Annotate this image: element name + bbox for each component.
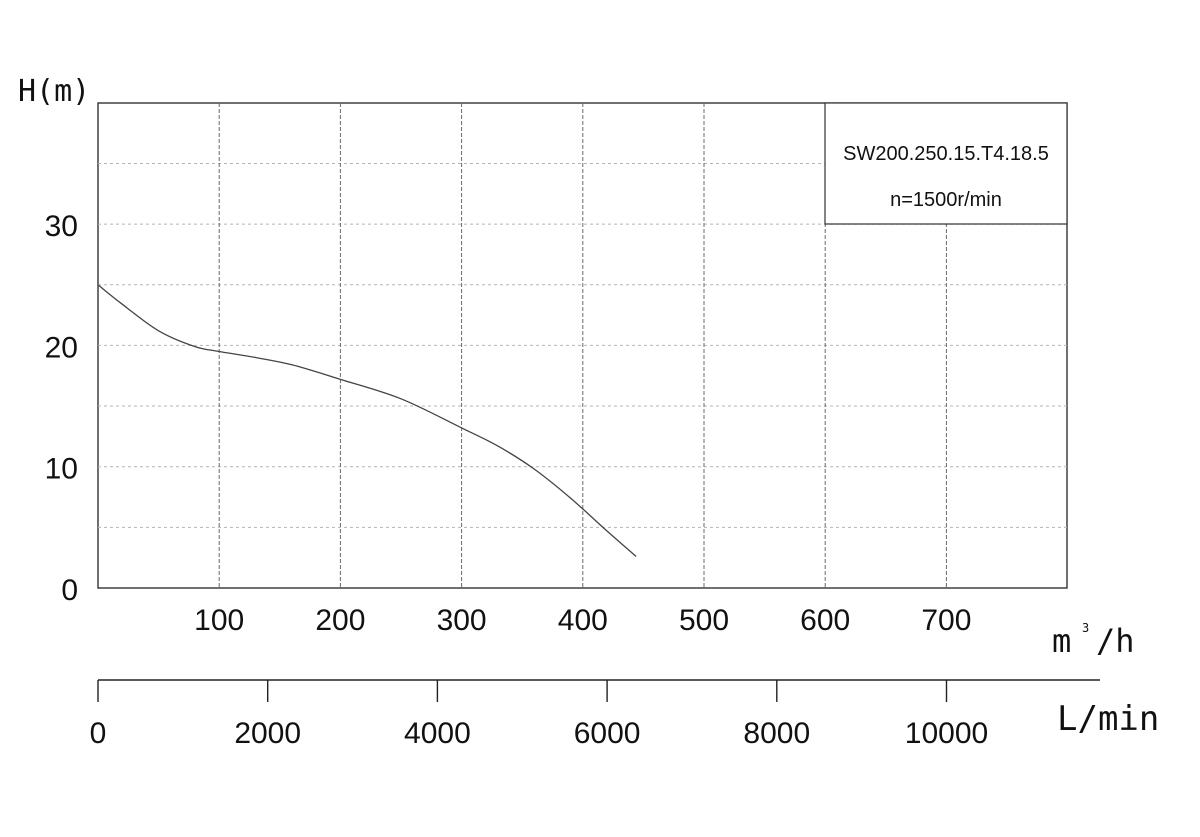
x-axis-unit-tail: /h (1096, 622, 1135, 660)
y-axis-label: H(m) (18, 74, 90, 109)
secondary-axis-label: L/min (1057, 699, 1159, 739)
x-tick-label: 400 (558, 604, 608, 637)
legend-speed: n=1500r/min (890, 189, 1002, 211)
x-tick-label: 500 (679, 604, 729, 637)
secondary-tick-label: 0 (90, 717, 107, 750)
secondary-tick-label: 4000 (404, 717, 471, 750)
curve-layer (97, 284, 637, 557)
secondary-tick-label: 10000 (905, 717, 988, 750)
y-tick-label: 10 (45, 453, 78, 486)
secondary-tick-label: 6000 (574, 717, 641, 750)
y-tick-label: 20 (45, 331, 78, 364)
y-tick-label: 30 (45, 210, 78, 243)
x-axis-unit-superscript: 3 (1082, 621, 1089, 635)
legend-box: SW200.250.15.T4.18.5 n=1500r/min (824, 102, 1068, 225)
x-tick-label: 200 (315, 604, 365, 637)
axes-layer: 0 10 20 30 100 200 300 400 500 600 700 0 2000 4000 600… (45, 210, 1100, 750)
x-axis-unit-main: m (1052, 622, 1071, 660)
legend-model: SW200.250.15.T4.18.5 (843, 143, 1049, 165)
secondary-tick-label: 2000 (234, 717, 301, 750)
y-tick-label: 0 (61, 574, 78, 607)
x-tick-label: 700 (921, 604, 971, 637)
x-tick-label: 300 (437, 604, 487, 637)
head-flow-curve (97, 284, 637, 557)
x-tick-label: 100 (194, 604, 244, 637)
secondary-tick-label: 8000 (743, 717, 810, 750)
legend-box-frame (824, 102, 1068, 225)
x-axis-unit-label: m 3 /h (1052, 621, 1135, 660)
x-tick-label: 600 (800, 604, 850, 637)
